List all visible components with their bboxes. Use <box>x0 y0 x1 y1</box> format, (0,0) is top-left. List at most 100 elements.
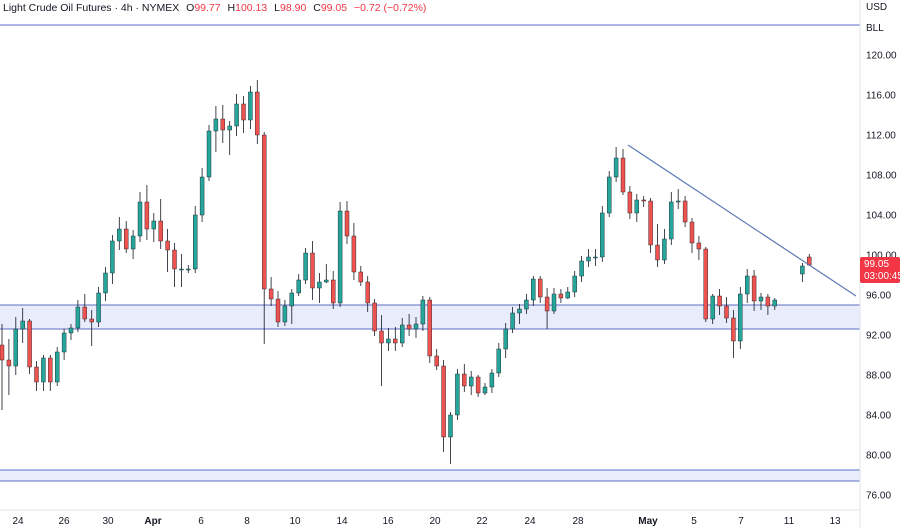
candle <box>613 147 619 182</box>
candle-body <box>641 199 646 202</box>
candle <box>400 318 405 347</box>
candle-body <box>220 118 226 131</box>
candle <box>420 296 426 331</box>
time-tick-label: 14 <box>336 516 348 527</box>
support-zone-1 <box>0 470 860 481</box>
candle-body <box>406 324 412 330</box>
candle <box>689 218 695 253</box>
candle-body <box>358 271 363 283</box>
candle <box>496 343 501 377</box>
candle-body <box>172 249 177 270</box>
candle-body <box>745 275 750 295</box>
candle <box>510 307 515 333</box>
candle-body <box>662 238 667 261</box>
candle <box>593 249 598 266</box>
candle-body <box>510 312 515 330</box>
price-tick-label: 100.00 <box>866 251 897 262</box>
svg-text:Light Crude Oil Futures · 4h ·: Light Crude Oil Futures · 4h · NYMEX O99… <box>3 2 426 14</box>
candle <box>406 314 412 336</box>
candle <box>462 364 467 392</box>
candle <box>441 360 446 452</box>
high-label: H <box>228 2 236 14</box>
candle <box>317 273 322 303</box>
candle-body <box>689 221 695 244</box>
candle <box>172 243 177 287</box>
low-label: L <box>274 2 280 14</box>
candle <box>386 328 391 351</box>
candle-body <box>682 200 688 223</box>
candle <box>34 361 39 391</box>
candle-body <box>68 327 74 334</box>
time-tick-label: 22 <box>476 516 488 527</box>
candle-body <box>676 200 681 203</box>
candle <box>186 265 191 273</box>
candle-body <box>317 281 322 289</box>
time-tick-label: 7 <box>738 516 744 527</box>
candle <box>765 294 771 315</box>
low-value: 98.90 <box>280 2 306 14</box>
candle <box>331 271 336 309</box>
candle-body <box>206 130 212 178</box>
candle <box>110 235 115 284</box>
candle <box>482 383 488 395</box>
candle <box>61 329 67 360</box>
candle <box>517 304 522 324</box>
price-axis[interactable]: 76.00 80.00 84.00 88.00 92.00 96.00 100.00 104.… <box>866 51 897 502</box>
candle-body <box>627 191 633 214</box>
candle-body <box>648 200 653 246</box>
candle-body <box>310 252 315 289</box>
candle-body <box>482 386 488 394</box>
candle <box>489 369 495 393</box>
candle-body <box>0 344 5 361</box>
candle <box>13 317 19 375</box>
candle <box>165 229 170 272</box>
time-axis[interactable]: 24 26 30 Apr 6 8 10 14 16 20 22 24 28 May 5 7 11 13 <box>12 516 841 527</box>
last-price-tag: 99.05 03:00:45 <box>860 257 900 283</box>
candle <box>469 371 474 395</box>
candle-body <box>738 293 743 342</box>
candle-body <box>41 357 46 383</box>
candle <box>696 236 702 260</box>
candle <box>20 308 25 343</box>
candle-body <box>448 414 453 438</box>
price-tick-label: 116.00 <box>866 91 896 102</box>
candle <box>758 293 764 310</box>
candle <box>324 264 329 283</box>
candle-body <box>669 201 674 240</box>
candle-body <box>731 317 736 342</box>
time-tick-label: 28 <box>572 516 584 527</box>
candle-body <box>213 118 219 132</box>
change-value: −0.72 (−0.72%) <box>354 2 426 14</box>
candle <box>662 229 667 264</box>
high-value: 100.13 <box>235 2 267 14</box>
candle <box>772 298 777 310</box>
unit-label: BLL <box>866 23 884 34</box>
candle <box>27 319 32 374</box>
candle-body <box>137 201 143 237</box>
currency-label: USD <box>866 2 887 13</box>
descending-trendline[interactable] <box>627 144 857 297</box>
candle <box>682 196 688 227</box>
candle-body <box>613 157 619 178</box>
candle <box>268 277 274 306</box>
candle-body <box>600 212 605 258</box>
candle-body <box>144 201 150 230</box>
candle-body <box>241 103 246 121</box>
candle <box>579 256 584 282</box>
close-label: C <box>313 2 321 14</box>
candle-body <box>572 275 577 293</box>
candle <box>255 80 260 144</box>
candle <box>275 291 281 327</box>
candle <box>572 271 577 297</box>
candle <box>158 199 163 249</box>
candle <box>137 192 143 242</box>
candle-body <box>20 320 25 330</box>
candle <box>206 125 212 181</box>
candle <box>724 297 729 323</box>
candle-body <box>503 328 508 350</box>
bar-countdown: 03:00:45 <box>864 271 900 282</box>
price-tick-label: 76.00 <box>866 491 891 502</box>
open-value: 99.77 <box>194 2 220 14</box>
time-tick-label: 30 <box>102 516 114 527</box>
candle <box>710 294 715 324</box>
